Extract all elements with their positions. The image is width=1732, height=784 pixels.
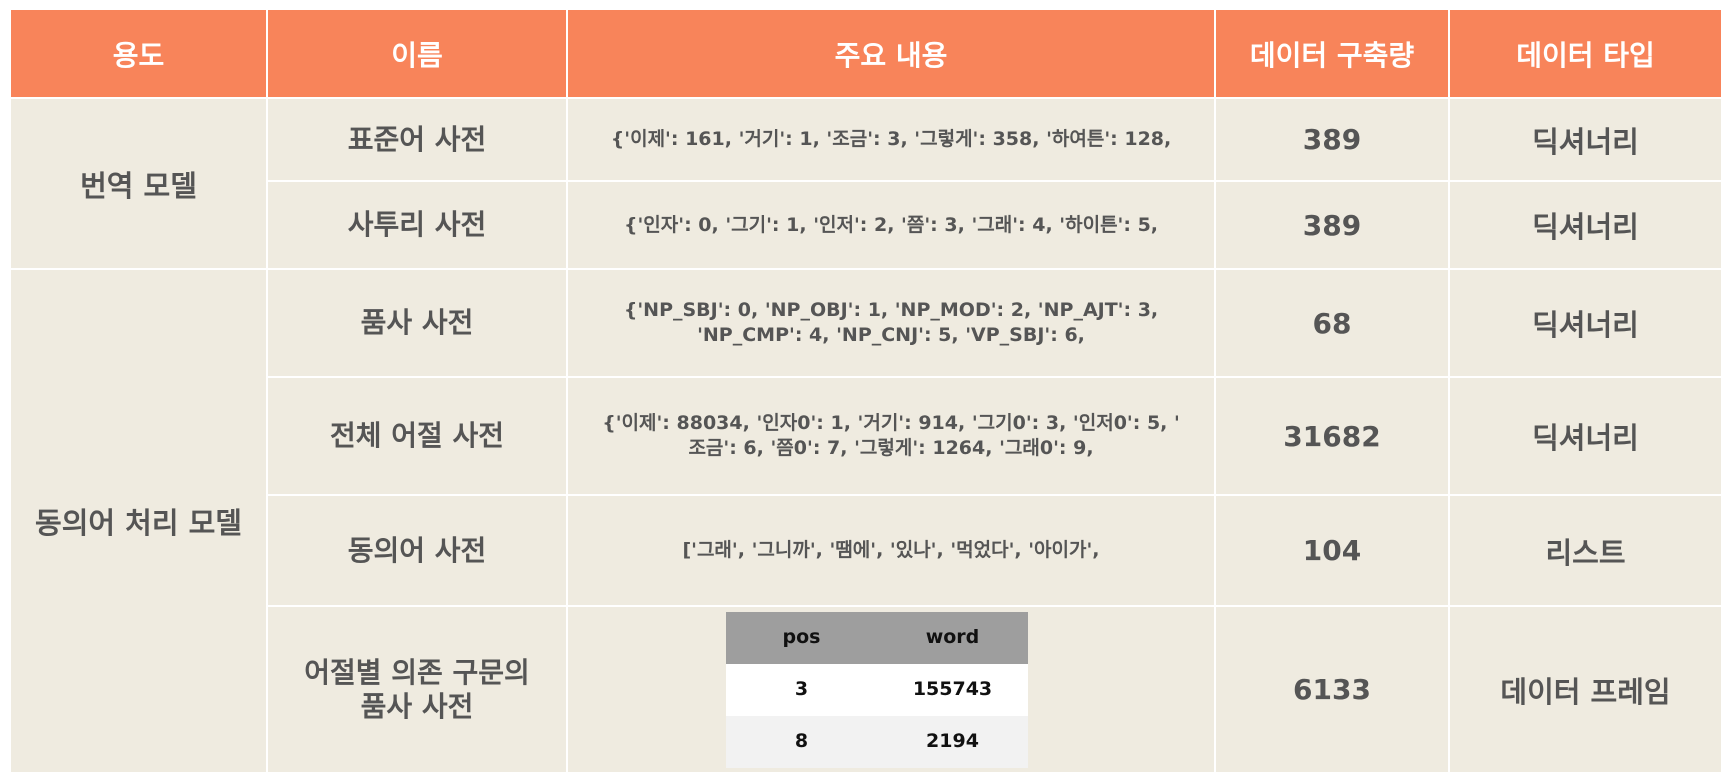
row-name: 품사 사전 xyxy=(266,268,567,377)
row-type: 리스트 xyxy=(1448,494,1721,606)
row-name: 표준어 사전 xyxy=(266,97,567,181)
header-name: 이름 xyxy=(266,10,567,98)
content-line: {'이제': 88034, '인자0': 1, '거기': 914, '그기0'… xyxy=(602,412,1180,435)
name-line: 어절별 의존 구문의 xyxy=(304,655,530,689)
row-content: {'NP_SBJ': 0, 'NP_OBJ': 1, 'NP_MOD': 2, … xyxy=(566,268,1215,377)
header-usage: 용도 xyxy=(11,10,267,98)
row-amount: 389 xyxy=(1214,180,1449,269)
row-content: ['그래', '그니까', '땜에', '있나', '먹었다', '아이가', xyxy=(566,494,1215,606)
row-type: 딕셔너리 xyxy=(1448,376,1721,495)
row-amount: 104 xyxy=(1214,494,1449,606)
row-name: 전체 어절 사전 xyxy=(266,376,567,495)
dataframe-cell: 8 xyxy=(726,715,877,768)
dataframe-cell: 2194 xyxy=(877,715,1028,768)
dataframe-header-pos: pos xyxy=(726,611,877,664)
header-type: 데이터 타입 xyxy=(1448,10,1721,98)
header-row: 용도 이름 주요 내용 데이터 구축량 데이터 타입 xyxy=(11,10,1721,98)
content-line: {'이제': 161, '거기': 1, '조금': 3, '그렇게': 358… xyxy=(610,128,1172,151)
row-type: 딕셔너리 xyxy=(1448,97,1721,181)
dataframe-cell: 3 xyxy=(726,663,877,716)
content-line: ['그래', '그니까', '땜에', '있나', '먹었다', '아이가', xyxy=(682,539,1100,562)
row-content: {'이제': 161, '거기': 1, '조금': 3, '그렇게': 358… xyxy=(566,97,1215,181)
group-translation-model: 번역 모델 xyxy=(11,97,267,269)
table-row: 사투리 사전 {'인자': 0, '그기': 1, '인저': 2, '쯤': … xyxy=(11,180,1721,269)
dataframe-header-row: pos word xyxy=(726,611,1028,664)
dataframe-cell: 155743 xyxy=(877,663,1028,716)
row-amount: 6133 xyxy=(1214,605,1449,772)
row-name: 동의어 사전 xyxy=(266,494,567,606)
row-content: {'인자': 0, '그기': 1, '인저': 2, '쯤': 3, '그래'… xyxy=(566,180,1215,269)
row-type: 딕셔너리 xyxy=(1448,268,1721,377)
content-line: 조금': 6, '쯤0': 7, '그렇게': 1264, '그래0': 9, xyxy=(688,437,1094,459)
row-type: 데이터 프레임 xyxy=(1448,605,1721,772)
table-row: 동의어 사전 ['그래', '그니까', '땜에', '있나', '먹었다', … xyxy=(11,494,1721,606)
row-content: {'이제': 88034, '인자0': 1, '거기': 914, '그기0'… xyxy=(566,376,1215,495)
data-summary-table: 용도 이름 주요 내용 데이터 구축량 데이터 타입 번역 모델 표준어 사전 … xyxy=(11,10,1721,772)
content-line: {'인자': 0, '그기': 1, '인저': 2, '쯤': 3, '그래'… xyxy=(623,213,1159,236)
content-line: 'NP_CMP': 4, 'NP_CNJ': 5, 'VP_SBJ': 6, xyxy=(697,324,1085,346)
row-name: 어절별 의존 구문의 품사 사전 xyxy=(266,605,567,772)
row-amount: 389 xyxy=(1214,97,1449,181)
header-amount: 데이터 구축량 xyxy=(1214,10,1449,98)
group-synonym-model: 동의어 처리 모델 xyxy=(11,268,267,772)
table-row: 전체 어절 사전 {'이제': 88034, '인자0': 1, '거기': 9… xyxy=(11,376,1721,495)
name-line: 품사 사전 xyxy=(360,689,474,723)
content-line: {'NP_SBJ': 0, 'NP_OBJ': 1, 'NP_MOD': 2, … xyxy=(623,299,1159,322)
table-row: 번역 모델 표준어 사전 {'이제': 161, '거기': 1, '조금': … xyxy=(11,97,1721,269)
table-row: 동의어 처리 모델 품사 사전 {'NP_SBJ': 0, 'NP_OBJ': … xyxy=(11,268,1721,772)
dataframe-row: 8 2194 xyxy=(726,715,1028,768)
row-type: 딕셔너리 xyxy=(1448,180,1721,269)
row-content: pos word 3 155743 8 2194 xyxy=(566,605,1215,772)
dataframe-row: 3 155743 xyxy=(726,663,1028,716)
dataframe-header-word: word xyxy=(877,611,1028,664)
row-name: 사투리 사전 xyxy=(266,180,567,269)
header-content: 주요 내용 xyxy=(566,10,1215,98)
dataframe-preview-table: pos word 3 155743 8 2194 xyxy=(726,611,1028,768)
row-amount: 68 xyxy=(1214,268,1449,377)
row-amount: 31682 xyxy=(1214,376,1449,495)
table-row: 어절별 의존 구문의 품사 사전 pos word 3 155743 xyxy=(11,605,1721,772)
